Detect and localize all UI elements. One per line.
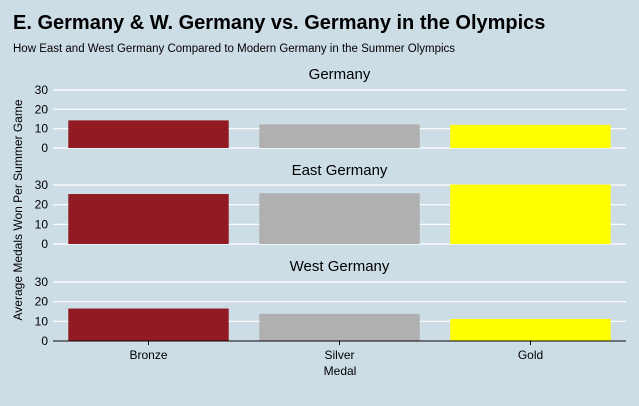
- y-tick-label: 20: [35, 102, 49, 116]
- y-tick-label: 0: [41, 237, 48, 251]
- y-axis-label: Average Medals Won Per Summer Game: [11, 99, 25, 320]
- x-axis-label: Medal: [324, 364, 357, 378]
- bar: [68, 308, 229, 341]
- x-tick-label: Gold: [518, 348, 543, 362]
- bar: [68, 120, 229, 148]
- y-tick-label: 10: [35, 122, 49, 136]
- facet-panel: East Germany 0 10 20 30: [35, 162, 626, 251]
- x-tick-label: Bronze: [129, 348, 167, 362]
- facet-panel: West Germany 0 10 20 30: [35, 258, 626, 348]
- facet-title: East Germany: [292, 162, 388, 179]
- y-tick-label: 0: [41, 334, 48, 348]
- bar: [68, 194, 229, 244]
- facet-title: Germany: [309, 66, 371, 83]
- bar: [259, 313, 420, 341]
- x-tick-label: Silver: [324, 348, 354, 362]
- y-tick-label: 10: [35, 217, 49, 231]
- y-tick-label: 20: [35, 198, 49, 212]
- bar: [259, 193, 420, 244]
- y-tick-label: 0: [41, 141, 48, 155]
- bar: [450, 318, 611, 341]
- y-tick-label: 20: [35, 295, 49, 309]
- y-tick-label: 30: [35, 83, 49, 97]
- facet-title: West Germany: [290, 258, 390, 275]
- chart-title: E. Germany & W. Germany vs. Germany in t…: [13, 12, 545, 34]
- y-tick-label: 30: [35, 178, 49, 192]
- bar: [450, 124, 611, 148]
- y-tick-label: 10: [35, 314, 49, 328]
- y-tick-label: 30: [35, 275, 49, 289]
- x-ticks: Bronze Silver Gold: [129, 341, 543, 362]
- bar: [450, 184, 611, 244]
- facet-panel: Germany 0 10 20 30: [35, 66, 626, 155]
- bar: [259, 124, 420, 148]
- chart-subtitle: How East and West Germany Compared to Mo…: [13, 43, 455, 55]
